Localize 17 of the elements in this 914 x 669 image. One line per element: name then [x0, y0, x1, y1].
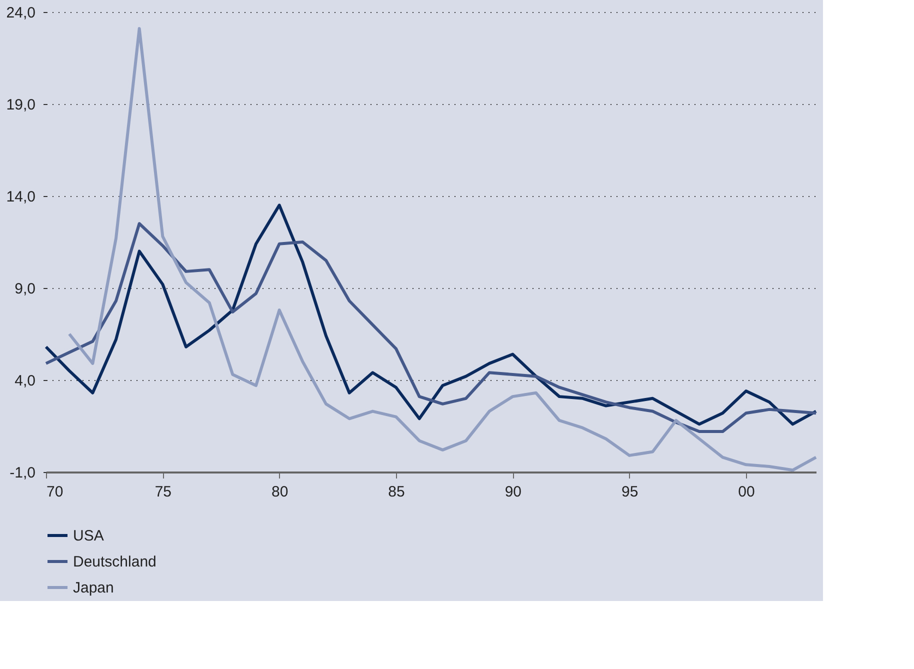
- x-tick-label: 95: [621, 484, 638, 500]
- y-tick-label: 14,0: [6, 188, 36, 206]
- y-tick-label: 19,0: [6, 96, 36, 114]
- x-tick-label: 75: [154, 484, 172, 500]
- y-tick-label: -1,0: [10, 464, 36, 482]
- legend-label: Japan: [73, 580, 114, 596]
- x-tick-label: 90: [504, 484, 522, 500]
- legend-label: Deutschland: [73, 554, 156, 570]
- y-tick-label: 4,0: [14, 372, 36, 390]
- x-tick-label: 70: [46, 484, 64, 500]
- legend-label: USA: [73, 528, 104, 544]
- y-tick-label: 9,0: [14, 280, 36, 298]
- x-tick-label: 85: [388, 484, 405, 500]
- x-tick-label: 00: [738, 484, 755, 500]
- line-series: [68, 27, 818, 472]
- x-tick-label: 80: [271, 484, 288, 500]
- y-tick-label: 24,0: [6, 4, 36, 22]
